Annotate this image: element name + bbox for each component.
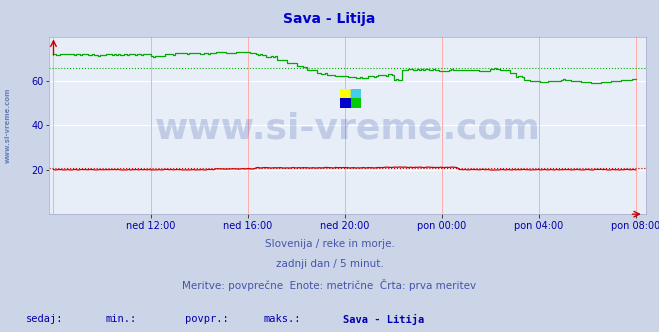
Text: zadnji dan / 5 minut.: zadnji dan / 5 minut. (275, 259, 384, 269)
Text: Sava - Litija: Sava - Litija (343, 314, 424, 325)
Polygon shape (351, 98, 361, 108)
Text: min.:: min.: (105, 314, 136, 324)
Polygon shape (351, 89, 361, 98)
Text: Meritve: povprečne  Enote: metrične  Črta: prva meritev: Meritve: povprečne Enote: metrične Črta:… (183, 279, 476, 291)
Text: sedaj:: sedaj: (26, 314, 64, 324)
Polygon shape (351, 89, 361, 98)
Text: www.si-vreme.com: www.si-vreme.com (155, 112, 540, 146)
Text: maks.:: maks.: (264, 314, 301, 324)
Text: povpr.:: povpr.: (185, 314, 228, 324)
Polygon shape (340, 89, 351, 98)
Text: www.si-vreme.com: www.si-vreme.com (5, 88, 11, 163)
Text: Slovenija / reke in morje.: Slovenija / reke in morje. (264, 239, 395, 249)
Text: Sava - Litija: Sava - Litija (283, 12, 376, 26)
Polygon shape (340, 98, 351, 108)
Polygon shape (351, 89, 361, 98)
